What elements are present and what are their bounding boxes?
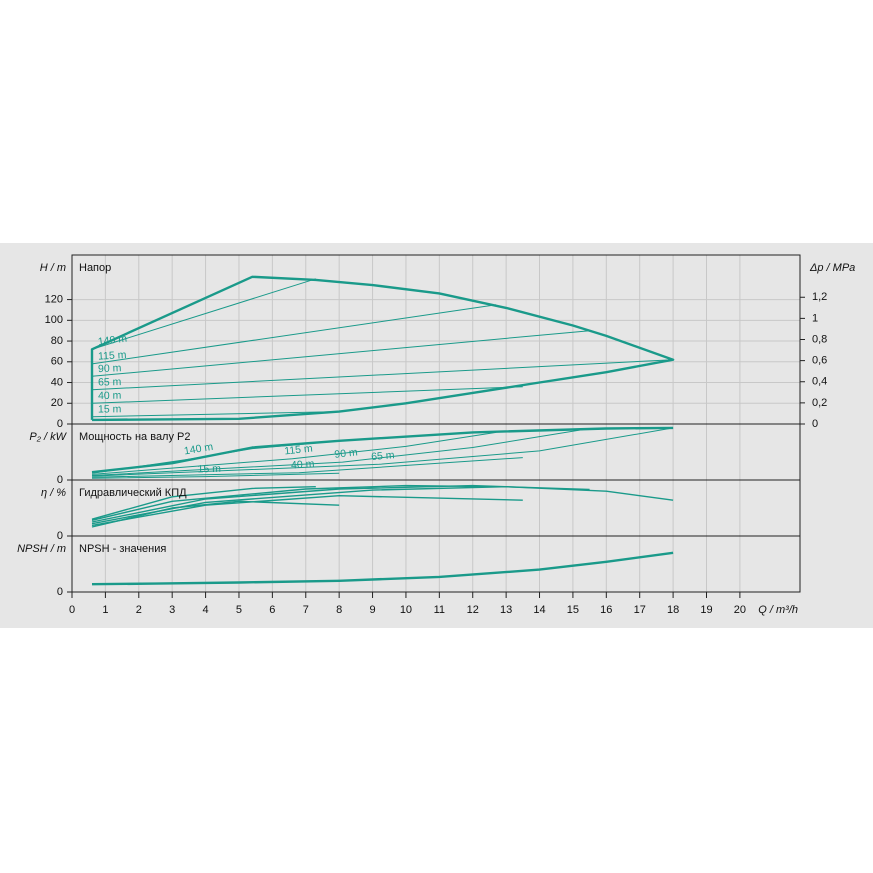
x-tick-label: 16: [600, 604, 612, 616]
y-tick-label: 40: [51, 376, 63, 388]
line-series: [91, 386, 523, 404]
x-tick-label: 12: [467, 604, 479, 616]
y2-axis-label: Δp / MPa: [809, 262, 855, 274]
line-series: [91, 457, 523, 478]
series-label: 65 m: [371, 449, 396, 463]
line-series: [90, 275, 675, 422]
series-label: 15 m: [98, 403, 122, 415]
panel-title: NPSH - значения: [79, 543, 166, 555]
x-tick-label: 19: [700, 604, 712, 616]
line-series: [91, 486, 316, 520]
x-tick-label: 17: [634, 604, 646, 616]
x-axis-label: Q / m³/h: [758, 604, 798, 616]
x-tick-label: 0: [69, 604, 75, 616]
panel-title: Мощность на валу P2: [79, 431, 191, 443]
line-series: [91, 304, 497, 365]
x-tick-label: 5: [236, 604, 242, 616]
y2-tick-label: 0,6: [812, 355, 827, 367]
x-tick-label: 7: [303, 604, 309, 616]
line-series: [91, 278, 316, 350]
y-axis-label: η / %: [41, 487, 66, 499]
line-series: [91, 428, 590, 476]
x-tick-label: 11: [434, 604, 445, 616]
line-series: [91, 442, 316, 474]
y-tick-label: 120: [45, 293, 63, 305]
y-axis-label: P₂ / kW: [29, 431, 67, 443]
x-tick-label: 10: [400, 604, 412, 616]
y-axis-label: H / m: [40, 262, 66, 274]
series-label: 115 m: [98, 349, 127, 363]
y-tick-label: 0: [57, 586, 63, 598]
y-tick-label: 0: [57, 530, 63, 542]
x-tick-label: 15: [567, 604, 579, 616]
y-tick-label: 20: [51, 397, 63, 409]
line-series: [91, 431, 497, 475]
series-label: 115 m: [284, 442, 314, 457]
x-tick-label: 14: [533, 604, 545, 616]
y2-tick-label: 0,2: [812, 397, 827, 409]
x-tick-label: 9: [369, 604, 375, 616]
line-series: [91, 495, 523, 527]
line-series: [91, 551, 674, 586]
y-tick-label: 100: [45, 314, 63, 326]
series-label: 15 m: [197, 463, 221, 476]
series-label: 140 m: [183, 441, 214, 458]
y-axis-label: NPSH / m: [17, 543, 66, 555]
line-series: [91, 500, 340, 528]
series-label: 40 m: [98, 390, 122, 402]
y-tick-label: 60: [51, 356, 63, 368]
line-series: [91, 330, 590, 377]
y-tick-label: 0: [57, 474, 63, 486]
x-tick-label: 6: [269, 604, 275, 616]
line-series: [91, 359, 674, 391]
x-tick-label: 1: [102, 604, 108, 616]
series-label: 65 m: [98, 376, 122, 388]
y2-tick-label: 1,2: [812, 291, 827, 303]
y2-tick-label: 0: [812, 418, 818, 430]
y-tick-label: 80: [51, 335, 63, 347]
line-series: [91, 472, 340, 479]
x-tick-label: 8: [336, 604, 342, 616]
x-tick-label: 18: [667, 604, 679, 616]
line-series: [91, 426, 674, 474]
x-tick-label: 13: [500, 604, 512, 616]
x-tick-label: 3: [169, 604, 175, 616]
y2-tick-label: 0,4: [812, 376, 827, 388]
x-tick-label: 2: [136, 604, 142, 616]
panel-title: Гидравлический КПД: [79, 487, 187, 499]
line-series: [91, 427, 674, 477]
plot: [90, 275, 675, 586]
x-tick-label: 20: [734, 604, 746, 616]
y-tick-label: 0: [57, 418, 63, 430]
y2-tick-label: 1: [812, 312, 818, 324]
series-label: 140 m: [97, 333, 128, 348]
series-label: 90 m: [334, 446, 359, 461]
panel-title: Напор: [79, 262, 111, 274]
series-label: 40 m: [291, 458, 315, 472]
series-label: 90 m: [98, 362, 122, 375]
y2-tick-label: 0,8: [812, 333, 827, 345]
line-series: [91, 411, 340, 418]
x-tick-label: 4: [203, 604, 209, 616]
